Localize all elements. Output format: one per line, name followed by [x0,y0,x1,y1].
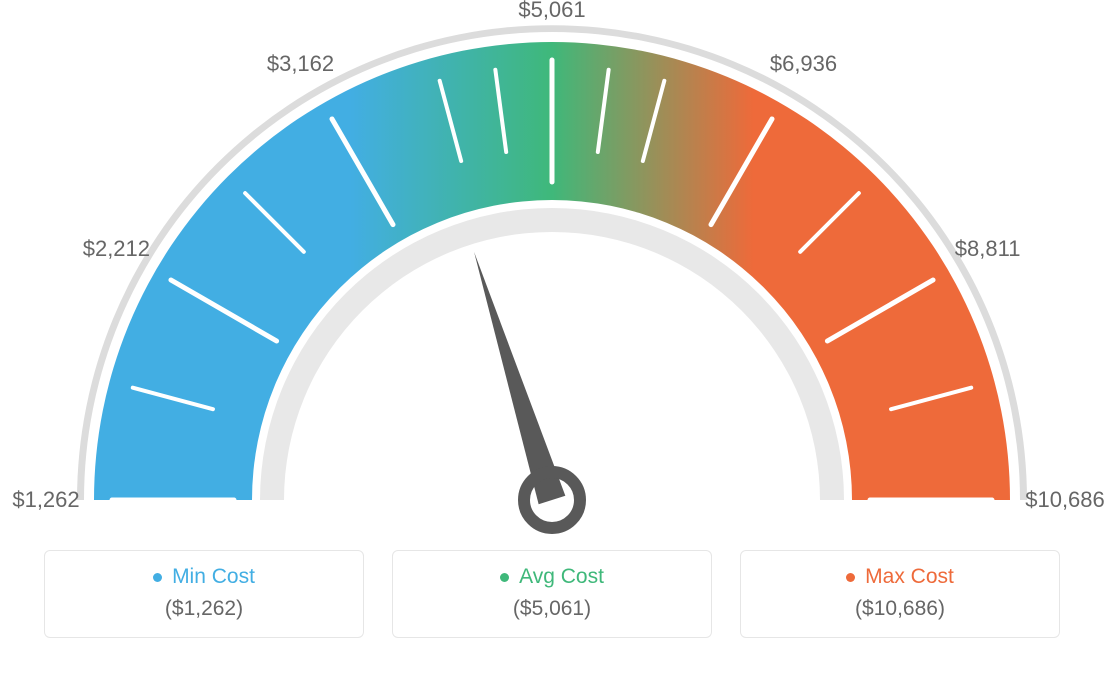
legend-card-avg: Avg Cost ($5,061) [392,550,712,638]
legend-row: Min Cost ($1,262) Avg Cost ($5,061) Max … [44,550,1060,638]
dot-icon [846,573,855,582]
legend-title-text: Min Cost [172,565,255,589]
gauge-tick-label: $3,162 [267,51,334,77]
gauge-tick-label: $5,061 [518,0,585,23]
legend-title-avg: Avg Cost [500,565,604,589]
legend-value-min: ($1,262) [45,597,363,621]
gauge-tick-label: $10,686 [1025,487,1104,513]
legend-title-text: Max Cost [865,565,954,589]
gauge-tick-label: $1,262 [12,487,79,513]
legend-card-min: Min Cost ($1,262) [44,550,364,638]
gauge-svg [0,0,1104,540]
legend-title-max: Max Cost [846,565,954,589]
legend-card-max: Max Cost ($10,686) [740,550,1060,638]
cost-gauge-chart: $1,262 $2,212 $3,162 $5,061 $6,936 $8,81… [0,0,1104,540]
legend-title-text: Avg Cost [519,565,604,589]
gauge-tick-label: $2,212 [83,236,150,262]
gauge-tick-label: $8,811 [955,236,1021,262]
gauge-tick-label: $6,936 [770,51,837,77]
legend-value-avg: ($5,061) [393,597,711,621]
legend-value-max: ($10,686) [741,597,1059,621]
legend-title-min: Min Cost [153,565,255,589]
dot-icon [153,573,162,582]
dot-icon [500,573,509,582]
